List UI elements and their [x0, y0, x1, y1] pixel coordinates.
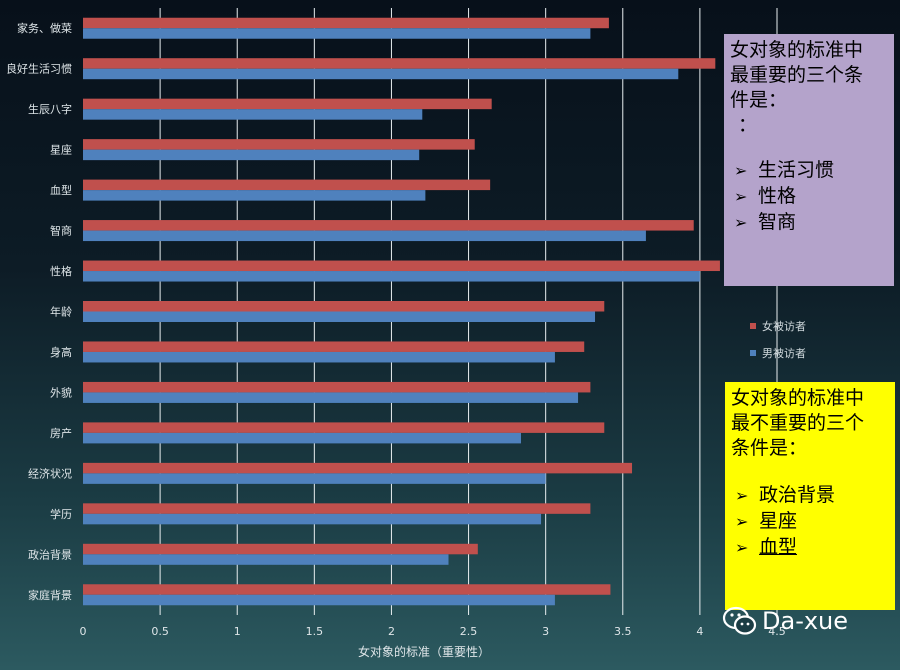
wechat-icon	[722, 606, 757, 635]
y-tick-label: 家庭背景	[28, 588, 72, 602]
callout-title-line: 条件是：	[731, 437, 808, 459]
x-tick-label: 3.5	[614, 625, 632, 638]
bar-male	[83, 109, 423, 120]
bar-male	[83, 68, 679, 80]
arrow-bullet-icon: ➢	[734, 213, 748, 232]
y-tick-label: 年龄	[50, 305, 72, 319]
y-tick-label: 身高	[50, 345, 72, 359]
bar-female	[83, 220, 694, 231]
bar-female	[83, 584, 611, 595]
bar-female	[83, 422, 605, 433]
bar-male	[83, 473, 546, 484]
chart-legend: 女被访者 男被访者	[750, 318, 806, 372]
arrow-bullet-icon: ➢	[734, 187, 748, 206]
x-tick-label: 1	[234, 625, 241, 638]
bar-female	[83, 17, 609, 29]
x-tick-label: 2	[388, 625, 395, 638]
y-tick-label: 智商	[50, 224, 72, 238]
callout-subline: ：	[738, 114, 758, 136]
callout-list: ➢ 生活习惯 ➢ 性格 ➢ 智商	[730, 158, 888, 235]
bar-male	[83, 149, 420, 161]
arrow-bullet-icon: ➢	[735, 538, 749, 557]
y-tick-label: 学历	[50, 507, 72, 521]
y-tick-label: 性格	[50, 264, 72, 278]
bar-male	[83, 351, 555, 363]
bar-male	[83, 230, 646, 242]
bar-female	[83, 543, 478, 555]
callout-item-text: 血型	[759, 536, 798, 558]
y-tick-label: 良好生活习惯	[6, 62, 72, 76]
bar-male	[83, 513, 542, 525]
callout-title-line: 最重要的三个条	[730, 64, 864, 86]
bar-male	[83, 432, 521, 444]
callout-item-text: 星座	[759, 510, 798, 532]
x-tick-label: 4.5	[768, 625, 786, 638]
x-tick-label: 2.5	[460, 625, 478, 638]
bar-male	[83, 554, 449, 565]
y-tick-label: 生辰八字	[28, 102, 72, 116]
callout-item: ➢ 政治背景	[731, 483, 889, 508]
bar-male	[83, 190, 426, 201]
legend-label-male: 男被访者	[762, 347, 806, 360]
callout-item: ➢ 血型	[731, 535, 889, 560]
callout-item-text: 生活习惯	[758, 159, 835, 181]
bar-male	[83, 271, 700, 282]
callout-item-text: 智商	[758, 211, 797, 233]
bar-female	[83, 301, 605, 312]
x-tick-label: 0	[80, 625, 87, 638]
callout-item: ➢ 智商	[730, 210, 888, 235]
arrow-bullet-icon: ➢	[735, 512, 749, 531]
bar-female	[83, 179, 491, 191]
bar-male	[83, 28, 591, 39]
bar-female	[83, 341, 585, 352]
callout-item: ➢ 性格	[730, 184, 888, 209]
legend-swatch-male	[750, 350, 756, 356]
y-tick-label: 外貌	[50, 385, 72, 399]
arrow-bullet-icon: ➢	[734, 161, 748, 180]
bar-female	[83, 260, 720, 272]
callout-title-line: 女对象的标准中	[731, 387, 865, 409]
bar-female	[83, 381, 591, 393]
y-tick-label: 房产	[50, 426, 72, 440]
callout-item-text: 政治背景	[759, 484, 836, 506]
callout-item: ➢ 生活习惯	[730, 158, 888, 183]
callout-item: ➢ 星座	[731, 509, 889, 534]
callout-item-text: 性格	[758, 185, 797, 207]
bar-female	[83, 98, 492, 110]
watermark: Da-xue	[722, 606, 848, 636]
callout-title-line: 最不重要的三个	[731, 412, 865, 434]
y-tick-label: 政治背景	[28, 547, 72, 561]
bar-female	[83, 462, 633, 474]
bar-female	[83, 139, 475, 150]
callout-title-line: 件是：	[730, 89, 788, 111]
x-tick-label: 4	[696, 625, 703, 638]
bar-male	[83, 392, 579, 403]
bar-male	[83, 594, 555, 606]
legend-item-female: 女被访者	[750, 318, 806, 334]
x-tick-label: 3	[542, 625, 549, 638]
legend-label-female: 女被访者	[762, 320, 806, 333]
y-tick-label: 星座	[50, 143, 72, 157]
bar-female	[83, 503, 591, 514]
y-tick-label: 家务、做菜	[17, 21, 72, 35]
least-important-callout: 女对象的标准中 最不重要的三个 条件是： ➢ 政治背景 ➢ 星座 ➢ 血型	[725, 382, 895, 610]
y-tick-label: 血型	[50, 183, 72, 197]
legend-swatch-female	[750, 323, 756, 329]
bar-female	[83, 58, 716, 69]
arrow-bullet-icon: ➢	[735, 486, 749, 505]
x-tick-label: 1.5	[306, 625, 324, 638]
watermark-text: Da-xue	[762, 607, 849, 635]
bar-male	[83, 311, 596, 322]
callout-list: ➢ 政治背景 ➢ 星座 ➢ 血型	[731, 483, 889, 560]
y-tick-label: 经济状况	[28, 466, 72, 480]
x-tick-label: 0.5	[151, 625, 169, 638]
x-axis-title: 女对象的标准（重要性）	[358, 644, 490, 659]
most-important-callout: 女对象的标准中 最重要的三个条 件是： ： ➢ 生活习惯 ➢ 性格 ➢ 智商	[724, 34, 894, 286]
callout-title-line: 女对象的标准中	[730, 39, 864, 61]
legend-item-male: 男被访者	[750, 345, 806, 361]
